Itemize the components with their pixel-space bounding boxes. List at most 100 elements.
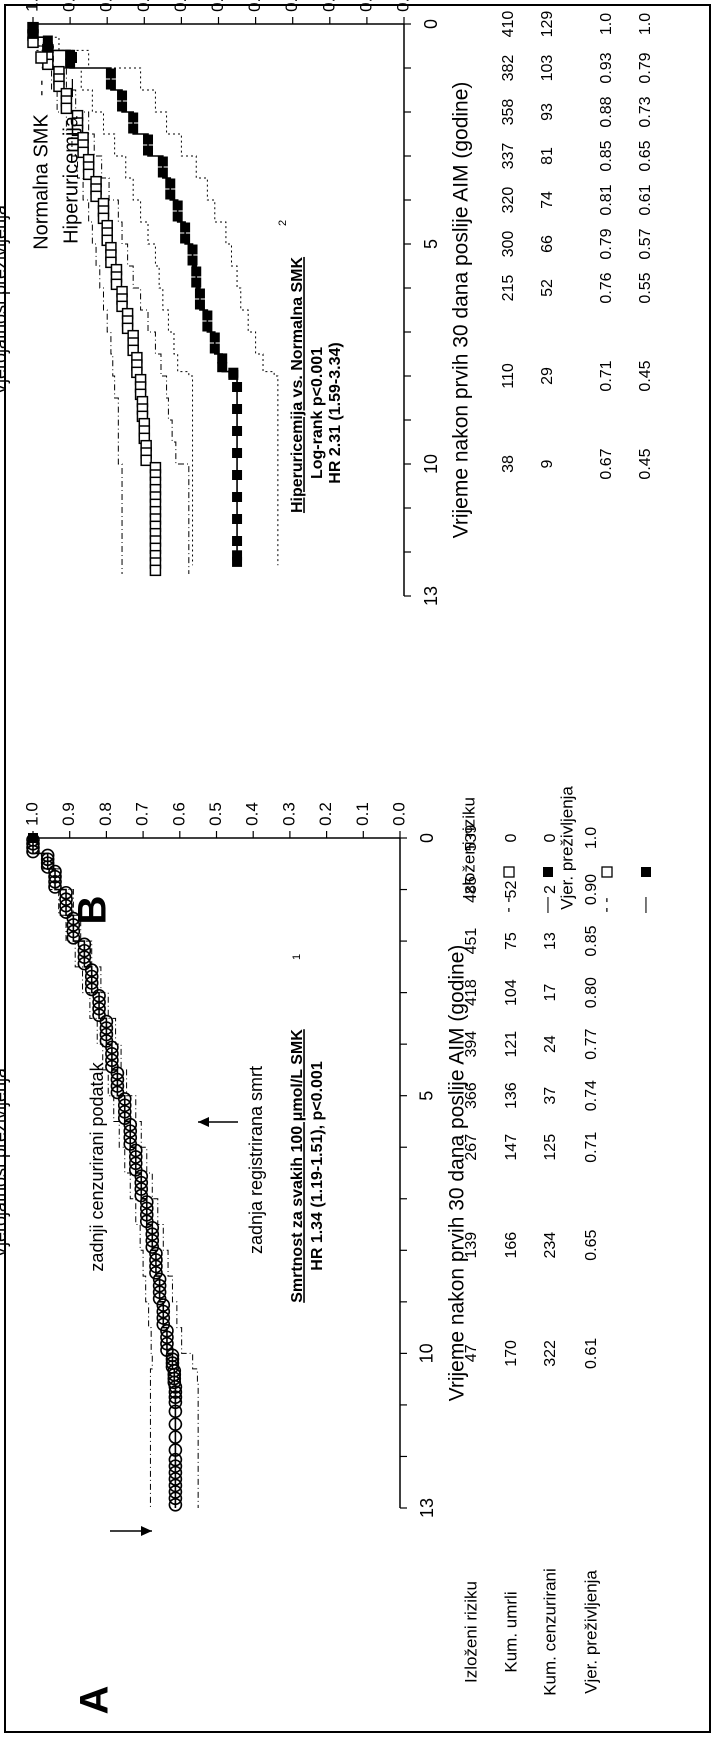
marker-hiperuricemija	[172, 200, 183, 211]
censor-marker	[149, 1266, 163, 1280]
ci-hiper-lower	[32, 24, 279, 566]
table-cell: 0.71	[583, 1132, 600, 1163]
marker-hiperuricemija	[202, 321, 213, 332]
table-cell: 93	[539, 103, 556, 121]
annotation-line: Log-rank p<0.001	[309, 347, 326, 479]
x-axis-label: Vrijeme nakon prvih 30 dana poslije AIM …	[450, 82, 473, 539]
censor-marker	[117, 1104, 132, 1119]
table-cell: 0.85	[598, 140, 615, 171]
censor-marker	[59, 885, 73, 900]
censor-marker	[77, 943, 92, 958]
censor-marker	[145, 1240, 160, 1254]
y-tick-label: 0.4	[243, 802, 262, 826]
table-row-label: Kum. cenzurirani	[540, 1568, 559, 1696]
marker-hiperuricemija	[28, 28, 38, 39]
table-cell: 0.71	[598, 360, 615, 391]
censor-marker	[92, 1001, 106, 1016]
y-tick-label: 0.1	[356, 0, 375, 12]
marker-hiperuricemija	[128, 123, 139, 134]
table-cell: 267	[463, 1134, 480, 1161]
table-cell: 320	[500, 187, 517, 214]
marker-hiperuricemija	[117, 90, 128, 101]
arrow-head	[198, 1117, 209, 1127]
table-cell: 9	[539, 459, 556, 468]
censor-marker	[110, 1066, 125, 1080]
table-cell: 37	[542, 1087, 559, 1105]
censor-marker	[168, 1390, 183, 1404]
arrow-head	[141, 1526, 152, 1536]
y-tick-label: 0.4	[245, 0, 264, 12]
y-tick-label: 0.2	[316, 802, 335, 826]
censor-marker	[123, 1124, 138, 1138]
marker-hiperuricemija	[42, 35, 53, 46]
ci-normalna-lower	[32, 24, 190, 574]
censor-marker	[167, 1371, 182, 1386]
table-cell: 0	[503, 833, 520, 842]
censor-marker	[168, 1380, 183, 1394]
y-tick-label: 0.3	[279, 802, 298, 826]
table-cell: 0	[542, 833, 559, 842]
censor-marker	[139, 1208, 154, 1222]
table-cell: 0.79	[637, 52, 654, 83]
censor-marker	[128, 1156, 143, 1171]
table-cell: 0.80	[583, 977, 600, 1008]
censor-marker	[160, 1336, 174, 1351]
censor-marker	[99, 1027, 114, 1042]
censor-marker	[156, 1311, 171, 1325]
censor-marker	[145, 1233, 160, 1248]
table-cell: 0.90	[583, 874, 600, 905]
table-cell: 81	[539, 147, 556, 165]
table-cell: 0.61	[637, 184, 654, 215]
x-tick-label: 13	[417, 1498, 437, 1518]
censor-marker	[84, 963, 99, 977]
censor-marker	[168, 1430, 183, 1444]
marker-hiperuricemija	[172, 211, 183, 222]
y-tick-label: 0.5	[208, 0, 227, 12]
x-tick-label: 13	[421, 586, 441, 606]
marker-normalna	[90, 190, 102, 203]
marker-hiperuricemija	[209, 332, 220, 343]
censor-marker	[139, 1201, 154, 1216]
censor-marker	[168, 1478, 183, 1493]
censor-marker	[149, 1253, 163, 1267]
marker-hiperuricemija	[157, 167, 168, 178]
censor-marker	[123, 1130, 138, 1145]
censor-marker	[92, 995, 106, 1010]
marker-hiperuricemija	[117, 101, 128, 112]
table-cell: 410	[500, 11, 517, 38]
table-cell: 0.76	[598, 272, 615, 303]
table-row-label: Kum. umrli	[501, 1591, 520, 1672]
censor-marker	[168, 1459, 183, 1473]
censor-marker	[168, 1465, 183, 1480]
legend-label-normalna: Normalna SMK	[30, 114, 52, 250]
marker-hiperuricemija	[232, 556, 243, 567]
censor-marker	[84, 976, 99, 990]
censor-marker	[59, 898, 73, 913]
marker-hiperuricemija	[194, 288, 205, 299]
table-cell: 29	[539, 367, 556, 385]
marker-hiperuricemija	[105, 79, 116, 90]
censor-marker	[149, 1259, 163, 1274]
marker-hiperuricemija	[165, 178, 176, 189]
marker-normalna	[60, 102, 73, 115]
table-cell: 1.0	[598, 13, 615, 35]
marker-hiperuricemija	[232, 550, 243, 561]
ci-upper-line	[32, 838, 153, 1508]
arrow-label: zadnji cenzurirani podatak	[87, 1061, 107, 1271]
y-tick-label: 0.6	[171, 0, 190, 12]
y-tick-label: 0.0	[393, 0, 412, 12]
marker-hiperuricemija	[105, 68, 116, 79]
annotation-line: Smrtnost za svakih 100 μmol/L SMK	[289, 1029, 306, 1303]
table-marker	[641, 867, 651, 877]
y-tick-label: 0.9	[60, 0, 79, 12]
panel-letter: B	[71, 896, 115, 925]
marker-hiperuricemija	[209, 343, 220, 354]
table-cell: 121	[503, 1031, 520, 1058]
table-marker	[601, 866, 613, 878]
table-marker	[543, 867, 553, 877]
censor-marker	[168, 1395, 183, 1410]
censor-marker	[66, 911, 81, 926]
table-cell: 300	[500, 231, 517, 258]
marker-hiperuricemija	[194, 299, 205, 310]
